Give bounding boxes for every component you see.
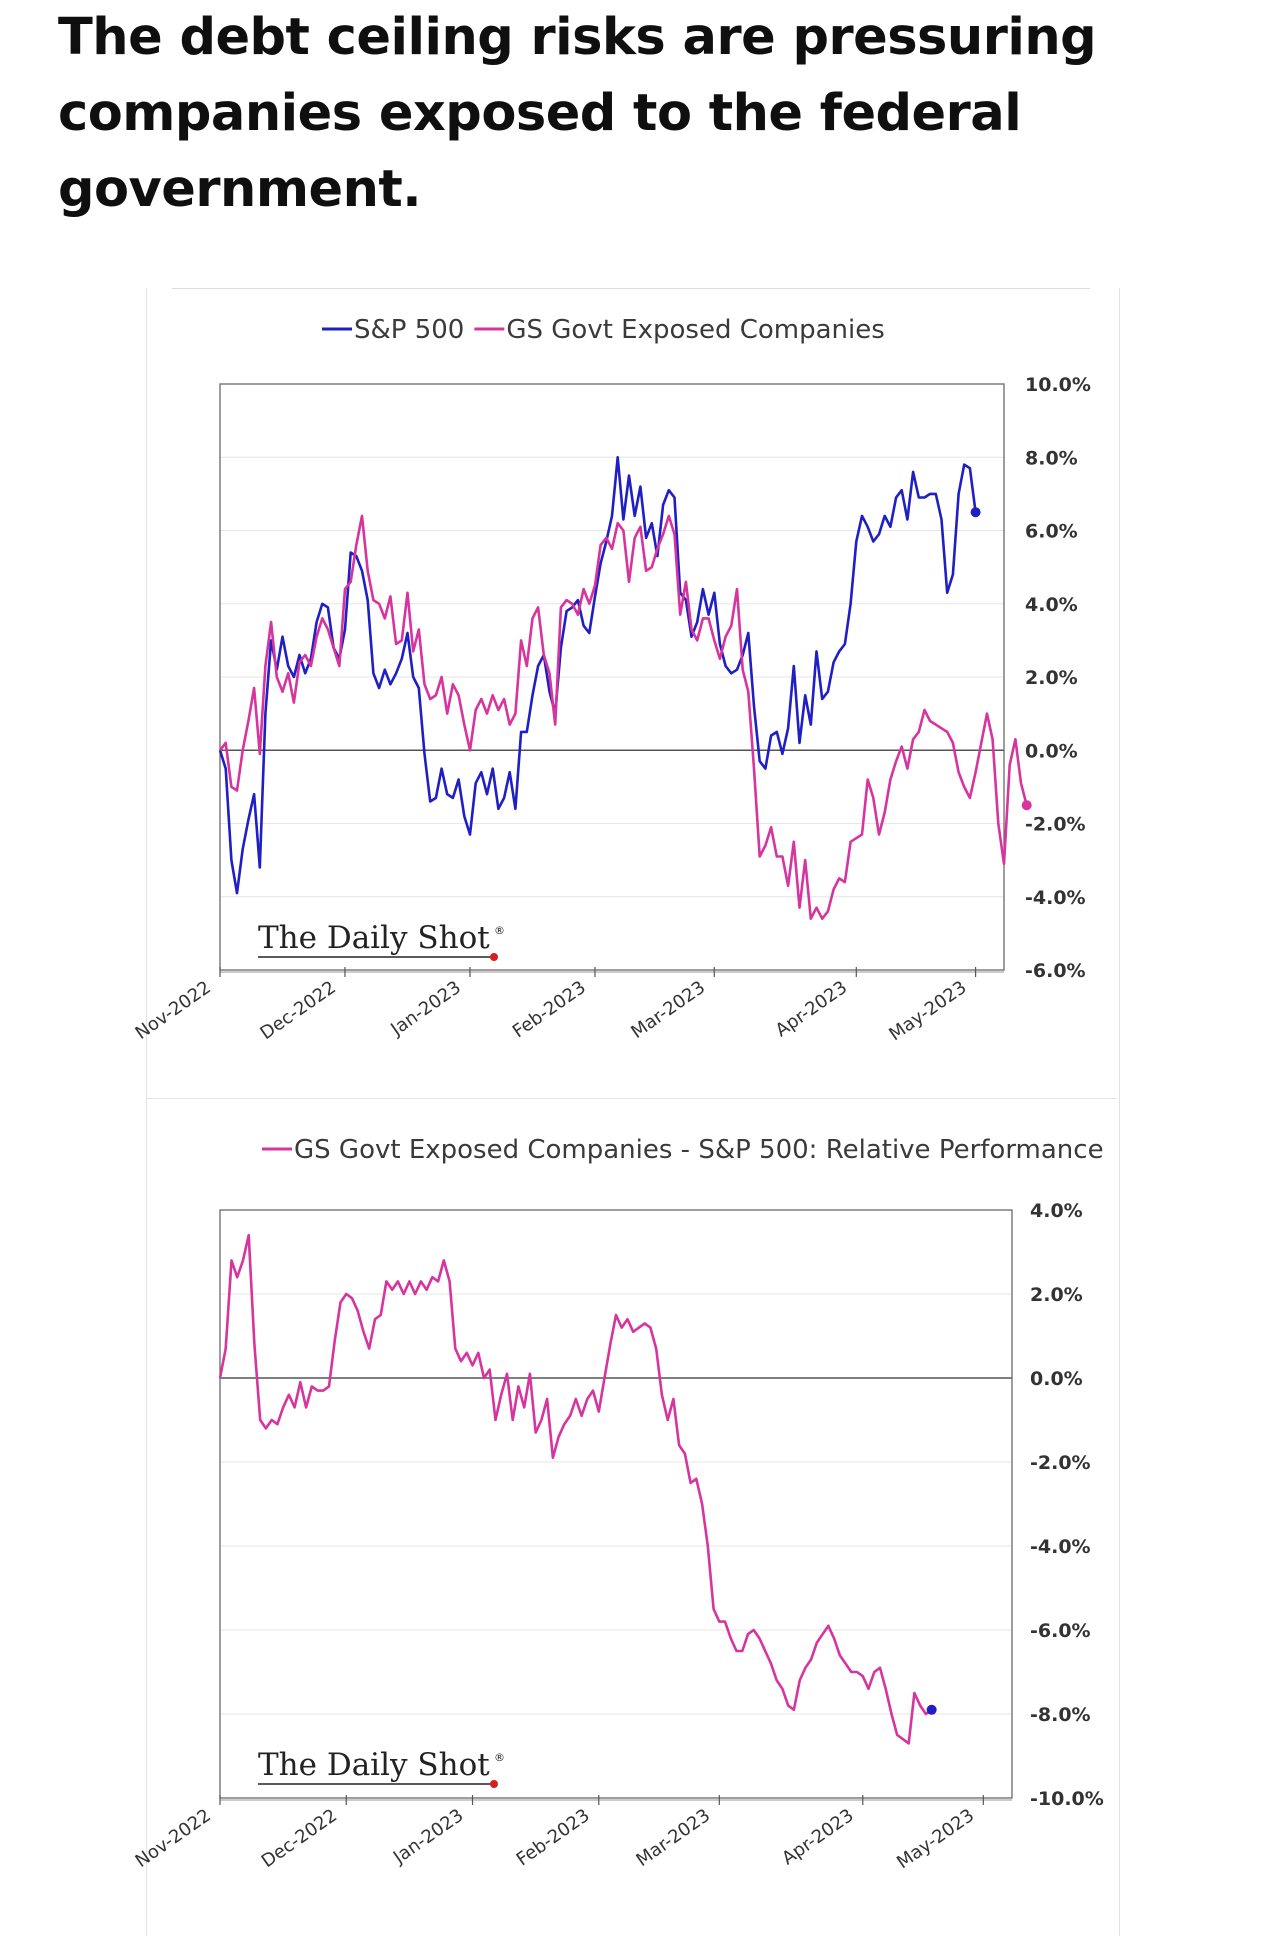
brand-logo: The Daily Shot [258, 1747, 490, 1783]
y-tick-label: -10.0% [1030, 1788, 1104, 1810]
y-tick-label: -6.0% [1025, 960, 1086, 982]
chart-card [146, 288, 1120, 1936]
brand-dot-icon [490, 953, 498, 961]
plot-area [219, 383, 1005, 971]
plot-area [219, 1209, 1013, 1799]
y-tick-label: -2.0% [1030, 1452, 1091, 1474]
x-tick-label: Jan-2023 [389, 1805, 467, 1869]
legend-label: GS Govt Exposed Companies [506, 315, 884, 345]
brand-dot-icon [490, 1780, 498, 1788]
series-line-1 [218, 514, 1028, 921]
y-tick-label: 0.0% [1030, 1368, 1083, 1390]
y-tick-label: 2.0% [1025, 667, 1078, 689]
y-tick-label: -2.0% [1025, 814, 1086, 836]
x-tick-label: Dec-2022 [258, 1805, 341, 1872]
y-tick-label: -4.0% [1030, 1536, 1091, 1558]
y-tick-label: 2.0% [1030, 1284, 1083, 1306]
divider-top [172, 288, 1090, 289]
y-tick-label: 8.0% [1025, 447, 1078, 469]
y-tick-label: 6.0% [1025, 521, 1078, 543]
brand-registered-mark: ® [494, 1751, 505, 1764]
series-end-marker [1021, 800, 1032, 811]
brand-logo: The Daily Shot [258, 920, 490, 956]
brand-registered-mark: ® [494, 924, 505, 937]
legend-label: S&P 500 [354, 315, 464, 345]
y-tick-label: -4.0% [1025, 887, 1086, 909]
x-tick-label: Apr-2023 [778, 1805, 857, 1869]
divider-middle [147, 1098, 1117, 1099]
headline: The debt ceiling risks are pressuring co… [58, 8, 1097, 219]
x-tick-label: Nov-2022 [132, 1805, 215, 1872]
y-tick-label: 4.0% [1030, 1200, 1083, 1222]
chart-price-performance: 10.0% 8.0% 6.0% 4.0% 2.0% 0.0% -2.0% -4.0% -6.0%… [132, 315, 1091, 1045]
y-tick-label: -6.0% [1030, 1620, 1091, 1642]
y-tick-label: 0.0% [1025, 740, 1078, 762]
x-tick-label: Feb-2023 [513, 1805, 594, 1870]
y-tick-label: -8.0% [1030, 1704, 1091, 1726]
x-tick-label: May-2023 [893, 1805, 978, 1873]
y-tick-label: 10.0% [1025, 374, 1091, 396]
series-line-0 [218, 1233, 933, 1745]
series-end-marker [926, 1704, 937, 1715]
series-end-marker [970, 507, 981, 518]
series-line-0 [218, 455, 977, 895]
y-tick-label: 4.0% [1025, 594, 1078, 616]
legend-label: GS Govt Exposed Companies - S&P 500: Rel… [294, 1135, 1104, 1165]
x-tick-label: Mar-2023 [632, 1805, 714, 1871]
